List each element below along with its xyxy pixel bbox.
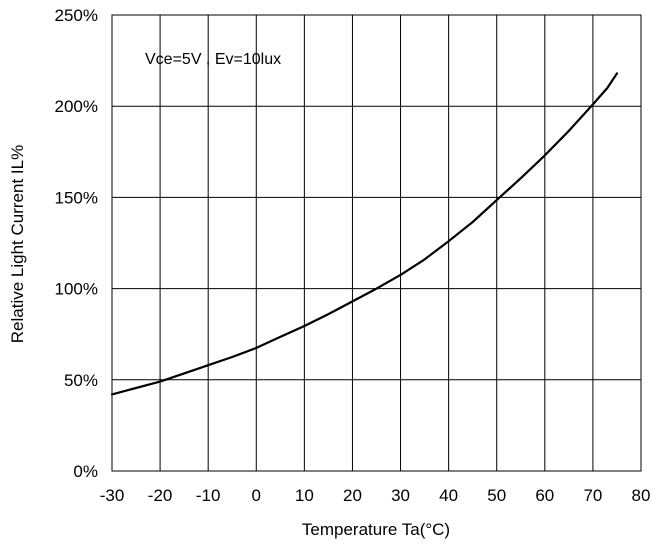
y-tick-label: 150% <box>55 188 98 207</box>
x-tick-label: 10 <box>295 486 314 505</box>
x-tick-labels: -30 -20 -10 0 10 20 30 40 50 60 70 80 <box>100 486 651 505</box>
x-tick-label: 80 <box>632 486 651 505</box>
y-tick-label: 250% <box>55 6 98 25</box>
x-axis-label: Temperature Ta(°C) <box>302 520 450 539</box>
x-tick-label: 50 <box>487 486 506 505</box>
y-tick-labels: 0% 50% 100% 150% 200% 250% <box>55 6 98 481</box>
x-tick-label: 0 <box>252 486 261 505</box>
x-tick-label: 60 <box>535 486 554 505</box>
grid-lines <box>111 14 642 472</box>
y-tick-label: 200% <box>55 97 98 116</box>
y-tick-label: 100% <box>55 280 98 299</box>
x-tick-label: 30 <box>391 486 410 505</box>
x-tick-label: 40 <box>439 486 458 505</box>
x-tick-label: -30 <box>100 486 125 505</box>
y-tick-label: 0% <box>73 462 98 481</box>
x-tick-label: -10 <box>196 486 221 505</box>
x-tick-label: -20 <box>148 486 173 505</box>
x-tick-label: 70 <box>583 486 602 505</box>
x-tick-label: 20 <box>343 486 362 505</box>
y-tick-label: 50% <box>64 371 98 390</box>
series-line <box>110 72 619 396</box>
y-axis-label: Relative Light Current IL% <box>8 145 27 343</box>
plot-frame <box>111 14 642 472</box>
condition-annotation: Vce=5V , Ev=10lux <box>145 51 281 68</box>
